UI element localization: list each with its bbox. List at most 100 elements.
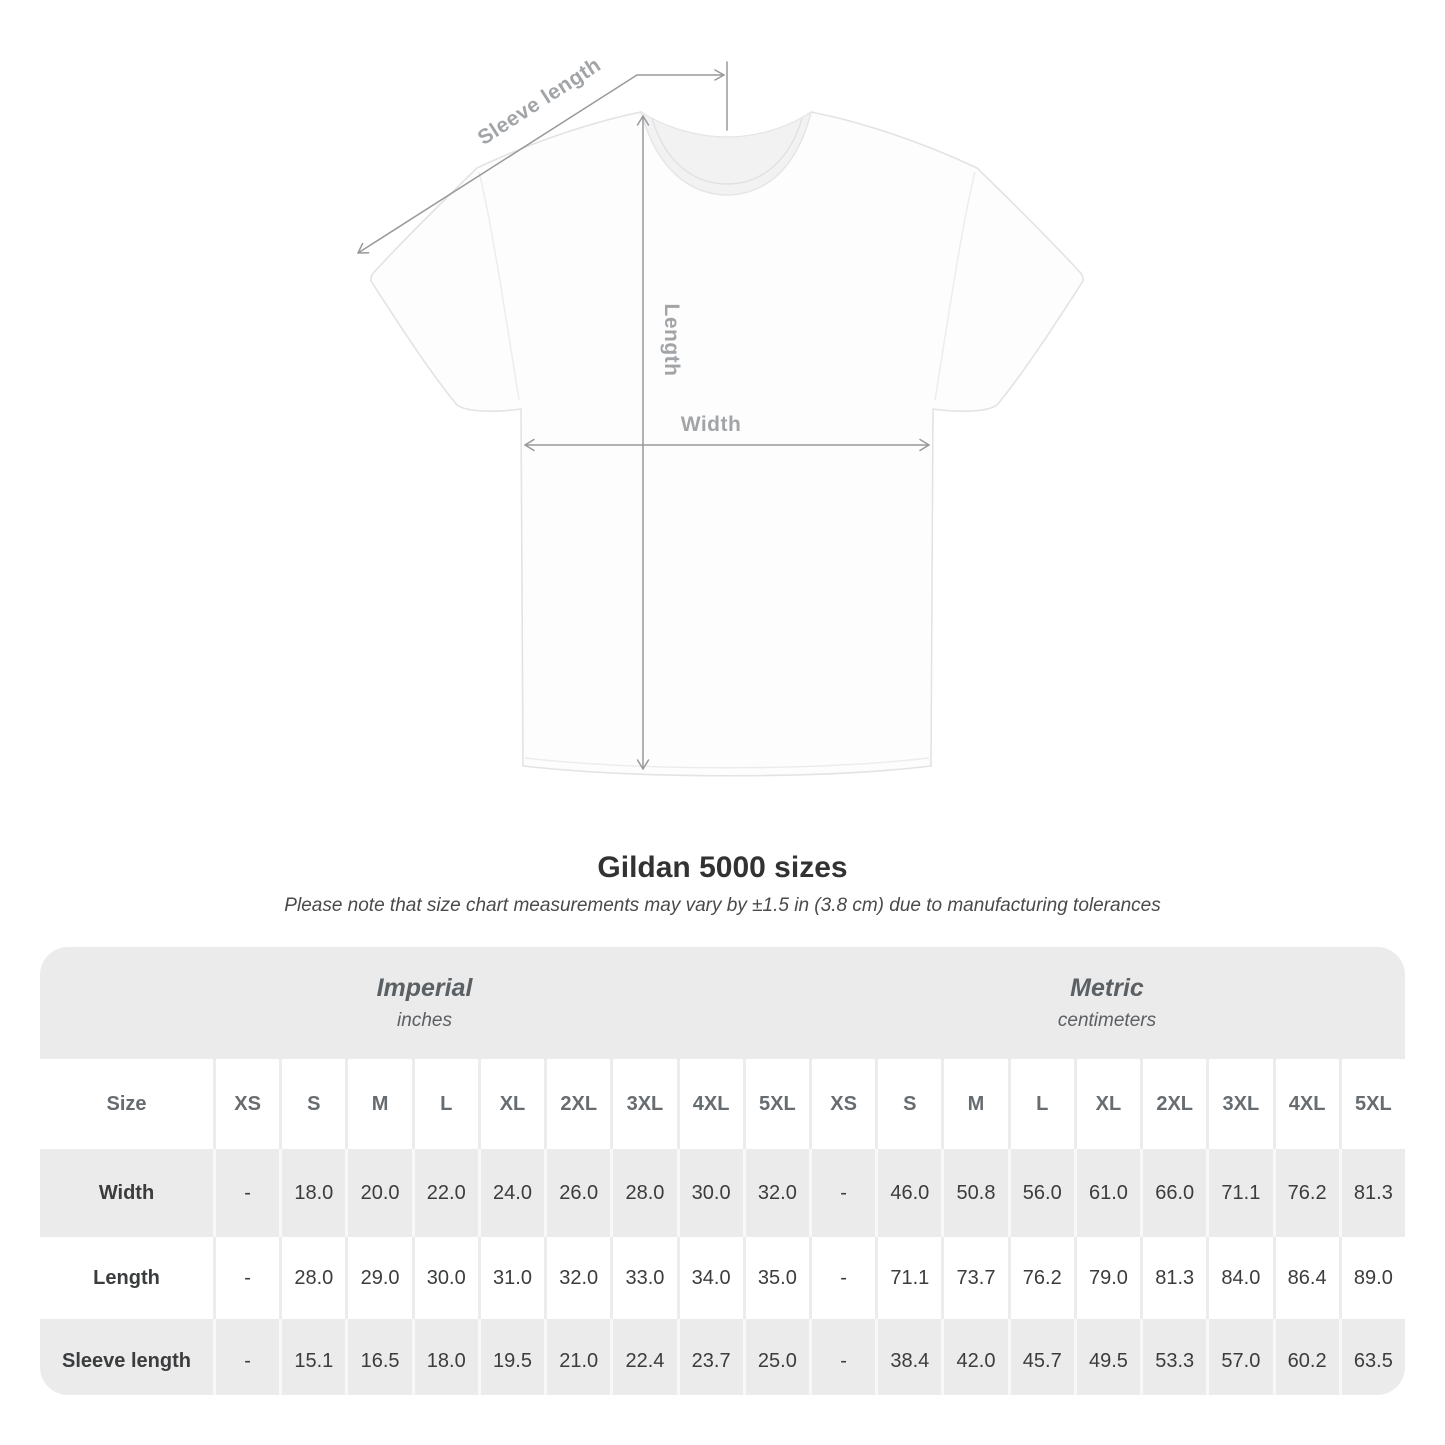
table-cell: 34.0 (676, 1237, 743, 1319)
table-cell: 33.0 (610, 1237, 677, 1319)
table-cell: 32.0 (544, 1237, 611, 1319)
table-cell: 19.5 (477, 1319, 545, 1395)
tshirt-body (370, 111, 1084, 777)
column-header: 5XL (742, 1059, 809, 1149)
size-corner-header: Size (40, 1059, 213, 1149)
column-header: L (411, 1059, 478, 1149)
table-cell: 79.0 (1073, 1237, 1141, 1319)
table-cell: 23.7 (676, 1319, 743, 1395)
metric-subtitle: centimeters (1057, 1010, 1157, 1031)
tshirt-diagram: Sleeve length Length Width (357, 53, 1084, 777)
width-label: Width (681, 413, 742, 436)
table-cell: 32.0 (742, 1149, 809, 1237)
table-cell: 63.5 (1338, 1319, 1405, 1395)
table-cell: 71.1 (1206, 1149, 1273, 1237)
table-cell: 50.8 (941, 1149, 1008, 1237)
table-row-sleeve-length: Sleeve length - 15.1 16.5 18.0 19.5 21.0… (40, 1319, 1405, 1395)
table-cell: - (213, 1149, 280, 1237)
column-header: XS (213, 1059, 280, 1149)
column-header: 4XL (1272, 1059, 1339, 1149)
table-cell: 46.0 (875, 1149, 942, 1237)
table-cell: 71.1 (875, 1237, 942, 1319)
tshirt-hem-seam (524, 757, 930, 769)
size-table-panel: Imperial inches Metric centimeters Size … (40, 947, 1405, 1395)
imperial-title: Imperial (376, 974, 473, 1002)
table-cell: 30.0 (676, 1149, 743, 1237)
imperial-header: Imperial inches (40, 947, 809, 1059)
page-title: Gildan 5000 sizes (597, 851, 848, 884)
table-cell: 20.0 (345, 1149, 412, 1237)
table-cell: 35.0 (742, 1237, 809, 1319)
tolerance-note: Please note that size chart measurements… (284, 895, 1161, 916)
table-cell: - (808, 1237, 876, 1319)
tshirt-collar-seam (651, 117, 803, 185)
width-arrowhead-left (524, 438, 535, 452)
unit-header-band: Imperial inches Metric centimeters (40, 947, 1405, 1059)
tshirt-neck-opening (639, 110, 812, 196)
column-header: XL (477, 1059, 545, 1149)
table-cell: 81.3 (1140, 1237, 1207, 1319)
table-cell: 57.0 (1206, 1319, 1273, 1395)
table-cell: 24.0 (477, 1149, 545, 1237)
sleeve-length-arrowhead-right (714, 69, 725, 81)
table-cell: 86.4 (1272, 1237, 1339, 1319)
table-cell: 81.3 (1338, 1149, 1405, 1237)
table-cell: 45.7 (1007, 1319, 1074, 1395)
table-cell: 15.1 (279, 1319, 346, 1395)
column-header: XL (1073, 1059, 1141, 1149)
row-label: Sleeve length (40, 1319, 213, 1395)
table-cell: 29.0 (345, 1237, 412, 1319)
table-cell: 22.4 (610, 1319, 677, 1395)
table-cell: 28.0 (610, 1149, 677, 1237)
table-cell: - (808, 1149, 876, 1237)
table-header-row: Size XS S M L XL 2XL 3XL 4XL 5XL XS S M … (40, 1059, 1405, 1149)
column-header: 5XL (1338, 1059, 1405, 1149)
table-cell: 30.0 (411, 1237, 478, 1319)
table-cell: 61.0 (1073, 1149, 1141, 1237)
column-header: L (1007, 1059, 1074, 1149)
table-cell: - (213, 1237, 280, 1319)
width-arrowhead-right (919, 438, 930, 452)
table-cell: 28.0 (279, 1237, 346, 1319)
table-cell: 31.0 (477, 1237, 545, 1319)
table-cell: 89.0 (1338, 1237, 1405, 1319)
table-cell: - (808, 1319, 876, 1395)
table-cell: 60.2 (1272, 1319, 1339, 1395)
table-cell: 73.7 (941, 1237, 1008, 1319)
table-cell: 22.0 (411, 1149, 478, 1237)
column-header: 4XL (676, 1059, 743, 1149)
metric-header: Metric centimeters (809, 947, 1405, 1059)
table-cell: 18.0 (411, 1319, 478, 1395)
table-cell: 56.0 (1007, 1149, 1074, 1237)
column-header: S (279, 1059, 346, 1149)
table-cell: 66.0 (1140, 1149, 1207, 1237)
size-table: Size XS S M L XL 2XL 3XL 4XL 5XL XS S M … (40, 1059, 1405, 1395)
tshirt-right-armhole-seam (934, 171, 976, 401)
table-cell: 42.0 (941, 1319, 1008, 1395)
table-cell: 26.0 (544, 1149, 611, 1237)
table-cell: 38.4 (875, 1319, 942, 1395)
table-cell: - (213, 1319, 280, 1395)
column-header: M (345, 1059, 412, 1149)
column-header: XS (808, 1059, 876, 1149)
column-header: M (941, 1059, 1008, 1149)
imperial-subtitle: inches (397, 1010, 452, 1031)
table-cell: 49.5 (1073, 1319, 1141, 1395)
sleeve-length-arrowhead-left (357, 242, 370, 254)
column-header: S (875, 1059, 942, 1149)
column-header: 2XL (544, 1059, 611, 1149)
row-label: Length (40, 1237, 213, 1319)
column-header: 3XL (1206, 1059, 1273, 1149)
table-cell: 16.5 (345, 1319, 412, 1395)
table-cell: 76.2 (1007, 1237, 1074, 1319)
table-row-length: Length - 28.0 29.0 30.0 31.0 32.0 33.0 3… (40, 1237, 1405, 1319)
length-arrowhead-bottom (636, 759, 650, 770)
table-cell: 84.0 (1206, 1237, 1273, 1319)
column-header: 2XL (1140, 1059, 1207, 1149)
length-arrowhead-top (636, 115, 650, 126)
row-label: Width (40, 1149, 213, 1237)
column-header: 3XL (610, 1059, 677, 1149)
table-cell: 25.0 (742, 1319, 809, 1395)
table-cell: 18.0 (279, 1149, 346, 1237)
